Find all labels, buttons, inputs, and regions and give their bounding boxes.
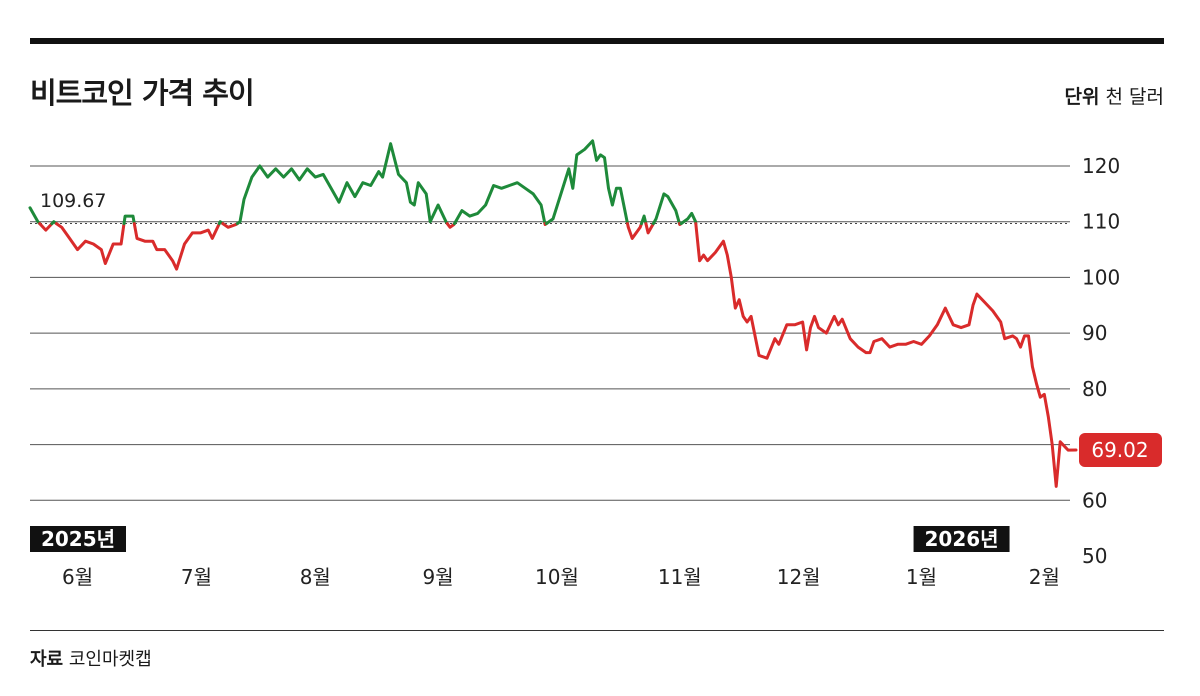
price-line-segment-14	[626, 222, 643, 240]
price-line-segment-5	[122, 214, 136, 226]
unit-value: 천 달러	[1105, 86, 1164, 108]
x-tick-8: 1월	[906, 565, 937, 589]
price-line-segment-11	[453, 181, 547, 226]
y-tick-50: 50	[1082, 544, 1107, 568]
y-tick-110: 110	[1082, 210, 1120, 234]
price-line-segment-4	[54, 222, 126, 265]
y-tick-90: 90	[1082, 321, 1107, 345]
x-tick-7: 12월	[777, 565, 821, 589]
y-tick-60: 60	[1082, 488, 1107, 512]
end-value-badge	[1079, 433, 1162, 468]
price-line-segment-6	[132, 222, 221, 271]
price-line-segment-2	[38, 222, 54, 232]
x-tick-4: 9월	[423, 565, 454, 589]
x-tick-1: 6월	[62, 565, 93, 589]
x-tick-9: 2월	[1029, 565, 1060, 589]
source-key: 자료	[30, 649, 64, 670]
unit-label: 단위 천 달러	[1065, 82, 1165, 109]
year-label-1: 2025년	[41, 527, 115, 551]
x-tick-5: 10월	[535, 565, 579, 589]
year-box-1	[30, 526, 126, 552]
price-line-segment-15	[640, 214, 648, 226]
source-note: 자료 코인마켓캡	[30, 645, 152, 671]
price-line-segment-17	[651, 192, 681, 226]
year-label-2: 2026년	[925, 527, 999, 551]
price-line-segment-20	[694, 222, 1078, 488]
bottom-rule	[30, 630, 1164, 631]
chart-title: 비트코인 가격 추이	[30, 76, 255, 110]
y-tick-80: 80	[1082, 377, 1107, 401]
x-tick-2: 7월	[181, 565, 212, 589]
price-line-segment-16	[644, 222, 655, 235]
year-box-2	[913, 526, 1010, 552]
price-line-segment-9	[235, 142, 449, 226]
price-line-segment-13	[544, 139, 629, 226]
y-tick-120: 120	[1082, 154, 1120, 178]
unit-key: 단위	[1064, 86, 1100, 108]
source-value: 코인마켓캡	[68, 649, 152, 670]
x-tick-6: 11월	[658, 565, 702, 589]
price-line-segment-8	[221, 222, 239, 229]
x-tick-3: 8월	[300, 565, 331, 589]
start-value-label: 109.67	[40, 190, 106, 212]
y-tick-100: 100	[1082, 265, 1120, 289]
end-value-label: 69.02	[1091, 438, 1148, 462]
top-rule	[30, 38, 1164, 44]
